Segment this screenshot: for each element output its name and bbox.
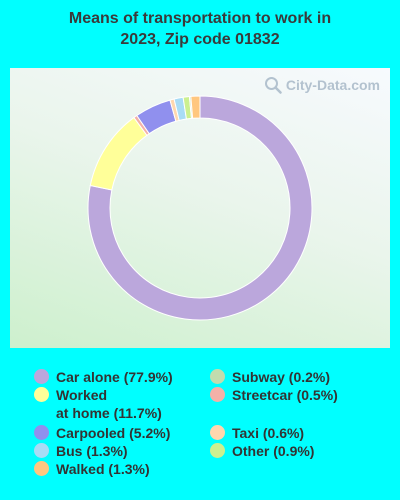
legend-swatch — [34, 461, 49, 476]
donut-chart — [87, 95, 313, 321]
watermark: City-Data.com — [264, 76, 380, 94]
legend-item-walked: Walked (1.3%) — [34, 460, 150, 478]
legend-label-line: Worked — [56, 387, 108, 403]
legend-swatch — [210, 443, 225, 458]
legend-item-subway: Subway (0.2%) — [210, 368, 330, 386]
legend-item-taxi: Taxi (0.6%) — [210, 424, 304, 442]
slice-worked-at-home — [89, 116, 148, 191]
legend-swatch — [34, 425, 49, 440]
chart-title-line-2: 2023, Zip code 01832 — [120, 31, 280, 48]
legend-item-carpooled: Carpooled (5.2%) — [34, 424, 170, 442]
legend-label: Walked (1.3%) — [56, 461, 150, 477]
legend-label-line: at home (11.7%) — [56, 405, 162, 421]
watermark-text: City-Data.com — [285, 77, 380, 93]
legend-item-streetcar: Streetcar (0.5%) — [210, 386, 338, 404]
legend: Car alone (77.9%) Worked at home (11.7%) Ca… — [0, 362, 400, 492]
legend-item-bus: Bus (1.3%) — [34, 442, 128, 460]
legend-item-worked-at-home: Worked at home (11.7%) — [34, 386, 162, 422]
legend-label: Car alone (77.9%) — [56, 369, 173, 385]
legend-swatch — [210, 387, 225, 402]
legend-label: Streetcar (0.5%) — [232, 387, 338, 403]
legend-swatch — [210, 425, 225, 440]
legend-label: Taxi (0.6%) — [232, 425, 305, 441]
chart-title: Means of transportation to work in 2023,… — [0, 8, 400, 50]
slice-car-alone — [87, 95, 313, 321]
legend-swatch — [34, 443, 49, 458]
legend-label: Subway (0.2%) — [232, 369, 331, 385]
magnifier-icon — [264, 77, 282, 94]
slice-walked — [190, 95, 201, 119]
legend-swatch — [210, 369, 225, 384]
legend-swatch — [34, 369, 49, 384]
legend-swatch — [34, 387, 49, 402]
legend-item-other: Other (0.9%) — [210, 442, 314, 460]
legend-label: Worked at home (11.7%) — [56, 386, 162, 422]
plot-area: City-Data.com — [10, 68, 390, 348]
legend-label: Carpooled (5.2%) — [56, 425, 171, 441]
chart-title-line-1: Means of transportation to work in — [68, 10, 332, 27]
legend-item-car-alone: Car alone (77.9%) — [34, 368, 173, 386]
legend-label: Bus (1.3%) — [56, 443, 128, 459]
legend-label: Other (0.9%) — [232, 443, 315, 459]
